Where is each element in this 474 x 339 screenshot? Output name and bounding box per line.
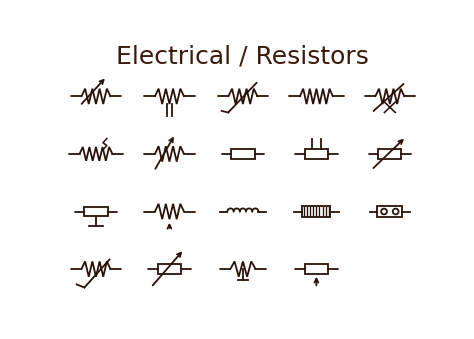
Text: Electrical / Resistors: Electrical / Resistors — [117, 44, 369, 68]
Circle shape — [393, 208, 399, 214]
Bar — [231, 149, 255, 159]
Bar — [377, 206, 402, 217]
Bar — [305, 149, 328, 159]
Bar — [84, 207, 108, 216]
Bar — [305, 264, 328, 274]
Bar — [158, 264, 181, 274]
Circle shape — [381, 208, 387, 214]
Bar — [302, 206, 330, 217]
Bar — [378, 149, 401, 159]
